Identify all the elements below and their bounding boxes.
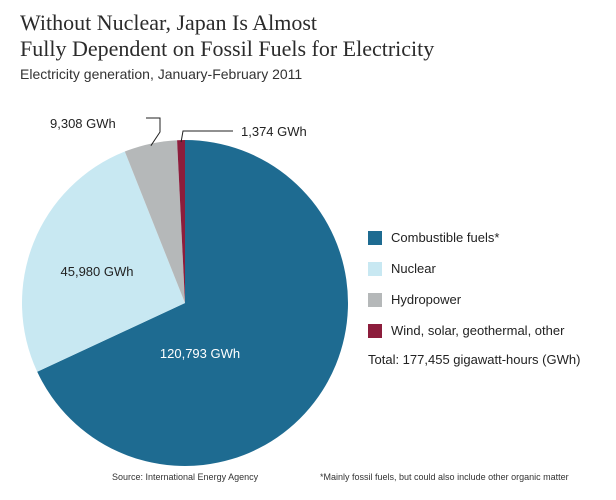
pie-slice-hydropower	[124, 140, 185, 303]
leader-line-hydropower	[146, 117, 161, 146]
legend-swatch	[368, 230, 382, 245]
legend-item-hydropower: Hydropower	[368, 284, 580, 315]
value-label-hydropower: 9,308 GWh	[50, 116, 116, 131]
value-label-combustible-fuels: 120,793 GWh	[160, 346, 240, 361]
leader-lines	[146, 117, 233, 146]
value-label-nuclear: 45,980 GWh	[61, 264, 134, 279]
total-label: Total: 177,455 gigawatt-hours (GWh)	[368, 352, 581, 367]
chart-subtitle: Electricity generation, January-February…	[20, 66, 303, 82]
legend-label: Combustible fuels*	[391, 230, 500, 245]
footnote: *Mainly fossil fuels, but could also inc…	[320, 472, 569, 482]
chart-title-line-1: Without Nuclear, Japan Is Almost	[20, 10, 318, 35]
chart-title: Without Nuclear, Japan Is Almost Fully D…	[20, 10, 434, 62]
pie-slice-combustible-fuels	[37, 140, 348, 466]
pie-slice-nuclear	[21, 151, 185, 372]
legend-item-nuclear: Nuclear	[368, 253, 580, 284]
legend-item-wind-solar-geothermal-other: Wind, solar, geothermal, other	[368, 315, 580, 346]
slice-labels: 120,793 GWh 45,980 GWh 9,308 GWh 1,374 GWh	[50, 116, 307, 361]
legend-item-combustible-fuels: Combustible fuels*	[368, 222, 580, 253]
legend-swatch	[368, 292, 382, 307]
legend-swatch	[368, 323, 382, 338]
value-label-wind-solar: 1,374 GWh	[241, 124, 307, 139]
leader-line-wind-solar	[180, 130, 233, 143]
legend-label: Hydropower	[391, 292, 462, 307]
pie-slices	[21, 140, 348, 466]
source-note: Source: International Energy Agency	[112, 472, 259, 482]
legend-swatch	[368, 261, 382, 276]
pie-slice-wind-solar-geothermal-other	[177, 140, 185, 303]
legend-label: Nuclear	[391, 261, 436, 276]
chart-title-line-2: Fully Dependent on Fossil Fuels for Elec…	[20, 36, 435, 61]
legend: Combustible fuels* Nuclear Hydropower Wind,…	[368, 222, 580, 367]
legend-label: Wind, solar, geothermal, other	[391, 323, 565, 338]
